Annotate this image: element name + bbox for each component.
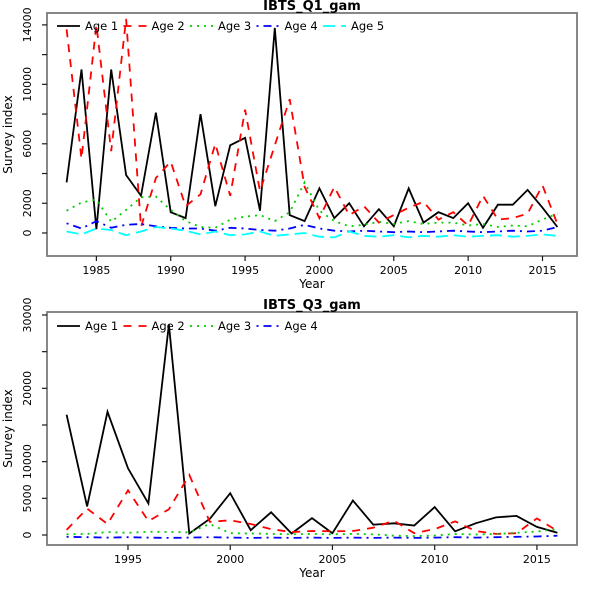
plot-box bbox=[46, 12, 578, 257]
chart-title: IBTS_Q3_gam bbox=[263, 298, 361, 313]
x-tick-label: 1995 bbox=[231, 264, 259, 277]
x-tick-label: 1990 bbox=[157, 264, 185, 277]
series-line-age-2 bbox=[65, 18, 559, 228]
y-tick-label: 0 bbox=[21, 229, 34, 236]
x-tick-label: 2010 bbox=[421, 553, 449, 566]
x-tick-label: 1985 bbox=[82, 264, 110, 277]
series-line-age-1 bbox=[65, 324, 558, 536]
legend-entry-age-1: Age 1 bbox=[57, 319, 118, 333]
y-tick-label: 10000 bbox=[21, 444, 34, 479]
series-line-age-4 bbox=[66, 220, 558, 234]
legend-entry-age-4: Age 4 bbox=[256, 319, 318, 333]
legend-entry-age-1: Age 1 bbox=[57, 19, 118, 33]
x-tick-label: 2015 bbox=[528, 264, 556, 277]
y-tick-label: 30000 bbox=[21, 297, 34, 332]
legend-entry-age-2: Age 2 bbox=[123, 319, 185, 333]
chart-title: IBTS_Q1_gam bbox=[263, 0, 361, 14]
chart-panel-ibts-q3: 1995 2000 2005 2010 2015 0 5000 10000 20000 30000… bbox=[1, 297, 578, 580]
legend-label: Age 2 bbox=[152, 19, 185, 33]
legend-label: Age 2 bbox=[152, 319, 185, 333]
y-tick-label: 2000 bbox=[21, 189, 34, 217]
legend-label: Age 1 bbox=[85, 319, 118, 333]
y-tick-label: 0 bbox=[21, 531, 34, 538]
legend-entry-age-4: Age 4 bbox=[256, 19, 318, 33]
legend-label: Age 1 bbox=[85, 19, 118, 33]
x-tick-label: 2010 bbox=[454, 264, 482, 277]
legend-entry-age-3: Age 3 bbox=[190, 19, 251, 33]
x-tick-label: 1995 bbox=[114, 553, 142, 566]
legend-label: Age 3 bbox=[218, 19, 251, 33]
legend-label: Age 3 bbox=[218, 319, 251, 333]
legend-label: Age 4 bbox=[285, 19, 318, 33]
series-line-age-3 bbox=[66, 523, 558, 538]
x-axis-label: Year bbox=[298, 277, 324, 291]
y-axis-label: Survey index bbox=[1, 389, 15, 467]
legend: Age 1 Age 2 Age 3 Age 4 Age 5 bbox=[57, 19, 384, 33]
y-tick-label: 6000 bbox=[21, 130, 34, 158]
series-line-age-2 bbox=[65, 472, 558, 535]
y-tick-label: 20000 bbox=[21, 371, 34, 406]
plot-box bbox=[46, 311, 578, 546]
series-line-age-4 bbox=[66, 534, 558, 539]
x-tick-label: 2000 bbox=[216, 553, 244, 566]
legend: Age 1 Age 2 Age 3 Age 4 bbox=[57, 319, 318, 333]
x-tick-label: 2005 bbox=[318, 553, 346, 566]
x-tick-label: 2005 bbox=[380, 264, 408, 277]
series-line-age-3 bbox=[66, 180, 558, 229]
y-tick-label: 5000 bbox=[21, 484, 34, 512]
x-tick-label: 2015 bbox=[523, 553, 551, 566]
legend-entry-age-5: Age 5 bbox=[323, 19, 384, 33]
y-tick-label: 14000 bbox=[21, 7, 34, 42]
series-line-age-5 bbox=[66, 226, 558, 239]
chart-panel-ibts-q1: 1985 1990 1995 2000 2005 2010 2015 0 2000 6000 100… bbox=[1, 0, 578, 291]
y-tick-label: 10000 bbox=[21, 67, 34, 102]
legend-label: Age 5 bbox=[351, 19, 384, 33]
legend-label: Age 4 bbox=[285, 319, 318, 333]
x-tick-label: 2000 bbox=[305, 264, 333, 277]
x-axis-label: Year bbox=[298, 566, 324, 580]
y-axis-label: Survey index bbox=[1, 95, 15, 173]
series-line-age-1 bbox=[65, 27, 559, 230]
legend-entry-age-2: Age 2 bbox=[123, 19, 185, 33]
legend-entry-age-3: Age 3 bbox=[190, 319, 251, 333]
